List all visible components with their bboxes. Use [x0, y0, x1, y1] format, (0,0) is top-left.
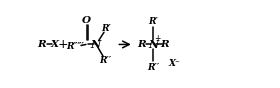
Text: R′′: R′′ — [100, 56, 112, 65]
Text: R: R — [37, 40, 46, 49]
Text: X: X — [51, 40, 59, 49]
Text: R′: R′ — [102, 24, 111, 33]
Text: R: R — [137, 40, 146, 49]
Text: R′: R′ — [148, 17, 158, 26]
Text: X⁻: X⁻ — [168, 59, 180, 68]
Text: +: + — [154, 34, 160, 43]
Text: N: N — [148, 39, 158, 50]
Text: R: R — [160, 40, 169, 49]
Text: O: O — [82, 16, 91, 25]
Text: +: + — [57, 38, 68, 51]
Text: N: N — [91, 39, 101, 50]
Text: R′′: R′′ — [147, 63, 159, 72]
Text: R″″′: R″″′ — [66, 42, 84, 51]
